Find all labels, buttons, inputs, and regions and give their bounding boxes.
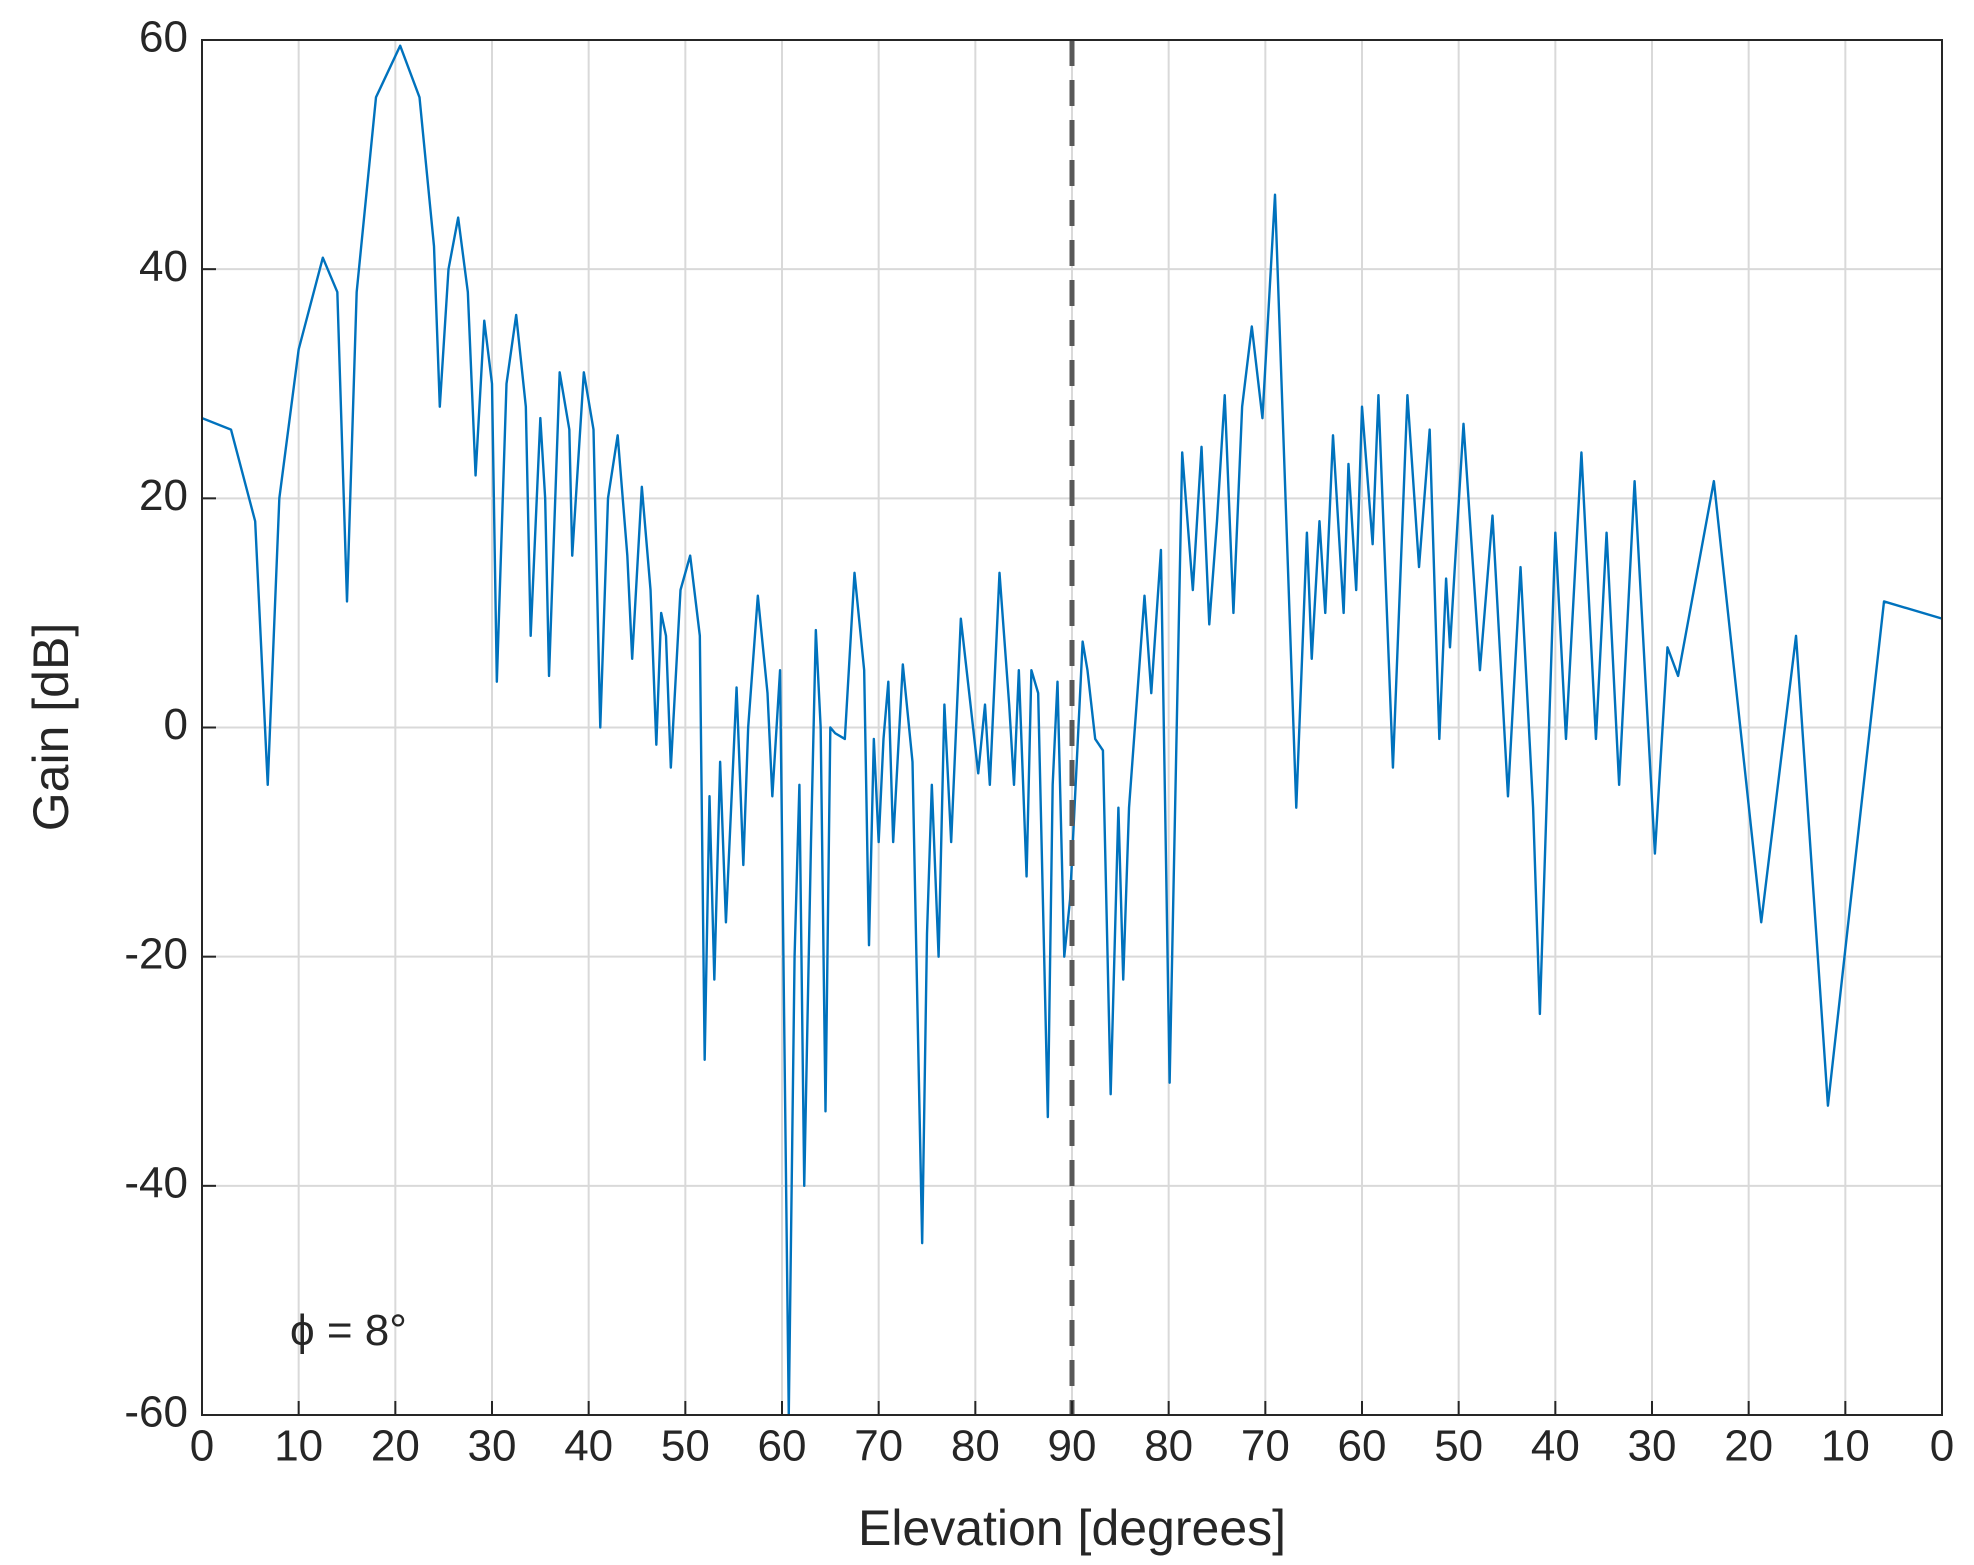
x-tick-label: 80 xyxy=(1144,1422,1193,1471)
x-tick-label: 50 xyxy=(1434,1422,1483,1471)
x-tick-label: 20 xyxy=(1724,1422,1773,1471)
gain-line xyxy=(202,44,1942,1415)
x-tick-label: 0 xyxy=(190,1422,214,1471)
x-tick-label: 40 xyxy=(1531,1422,1580,1471)
x-tick-label: 50 xyxy=(661,1422,710,1471)
x-tick-label: 90 xyxy=(1048,1422,1097,1471)
x-tick-label: 70 xyxy=(1241,1422,1290,1471)
x-tick-label: 10 xyxy=(1821,1422,1870,1471)
y-tick-label: -20 xyxy=(124,929,188,978)
x-tick-label: 30 xyxy=(1628,1422,1677,1471)
annotation: ϕ = 8° xyxy=(290,1306,407,1355)
x-tick-label: 80 xyxy=(951,1422,1000,1471)
y-axis-label: Gain [dB] xyxy=(23,623,79,831)
x-tick-label: 40 xyxy=(564,1422,613,1471)
x-tick-label: 60 xyxy=(758,1422,807,1471)
x-axis-label: Elevation [degrees] xyxy=(858,1500,1286,1556)
y-tick-label: -60 xyxy=(124,1388,188,1437)
y-tick-label: 40 xyxy=(139,242,188,291)
x-tick-label: 30 xyxy=(468,1422,517,1471)
labels: 0 10 20 30 40 50 60 70 80 90 80 70 60 50 40 30 20 10 0-60-… xyxy=(124,13,1954,1471)
x-tick-label: 20 xyxy=(371,1422,420,1471)
y-tick-label: 60 xyxy=(139,13,188,62)
x-tick-label: 0 xyxy=(1930,1422,1954,1471)
y-tick-label: 0 xyxy=(164,700,188,749)
x-tick-label: 70 xyxy=(854,1422,903,1471)
plot-lines xyxy=(202,40,1942,1415)
x-tick-label: 10 xyxy=(274,1422,323,1471)
y-tick-label: -40 xyxy=(124,1158,188,1207)
y-tick-label: 20 xyxy=(139,471,188,520)
x-tick-label: 60 xyxy=(1338,1422,1387,1471)
